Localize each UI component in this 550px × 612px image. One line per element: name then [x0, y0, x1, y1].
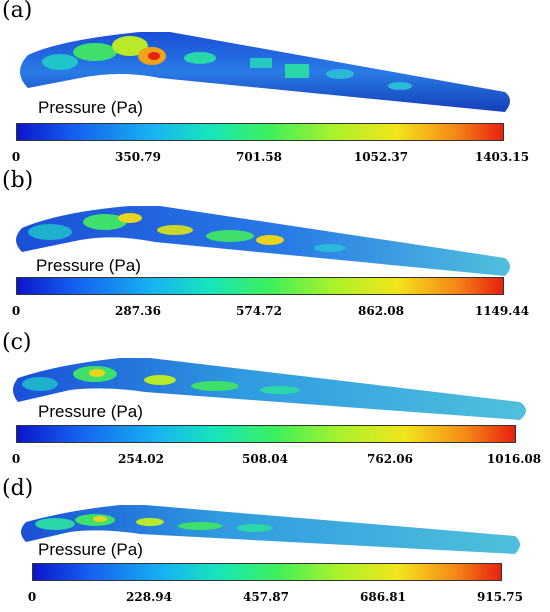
tick-c-1: 254.02 — [118, 452, 164, 466]
hotspots-c — [22, 366, 300, 394]
pipe-contour-d — [21, 505, 520, 554]
tick-b-1: 287.36 — [115, 304, 161, 318]
tick-a-3: 1052.37 — [353, 150, 409, 164]
hotspots-b — [28, 213, 346, 252]
tick-b-4: 1149.44 — [474, 304, 530, 318]
tick-a-1: 350.79 — [115, 150, 161, 164]
tick-a-0: 0 — [11, 150, 21, 164]
tick-b-3: 862.08 — [358, 304, 404, 318]
tick-d-0: 0 — [27, 590, 37, 604]
legend-title-d: Pressure (Pa) — [38, 540, 143, 559]
tick-c-4: 1016.08 — [486, 452, 542, 466]
tick-a-2: 701.58 — [236, 150, 282, 164]
pipe-contour-a — [20, 32, 510, 112]
tick-d-1: 228.94 — [126, 590, 172, 604]
legend-title-b: Pressure (Pa) — [36, 256, 141, 275]
hotspots-d — [35, 514, 273, 532]
hotspots-a — [42, 36, 412, 90]
tick-c-2: 508.04 — [242, 452, 288, 466]
colorbar-c — [16, 425, 516, 443]
tick-c-0: 0 — [11, 452, 21, 466]
colorbar-b — [16, 277, 504, 295]
tick-d-2: 457.87 — [243, 590, 289, 604]
panel-c: (c) Pressure (Pa) 0 254.02 508.04 762.06… — [0, 330, 550, 477]
legend-title-a: Pressure (Pa) — [38, 98, 143, 117]
tick-d-4: 915.75 — [477, 590, 523, 604]
tick-a-4: 1403.15 — [474, 150, 530, 164]
tick-b-2: 574.72 — [236, 304, 282, 318]
panel-d: (d) Pressure (Pa) 0 228.94 457.87 686.81… — [0, 476, 550, 612]
colorbar-a — [16, 123, 504, 141]
panel-d-label: (d) — [2, 476, 34, 501]
pipe-contour-b — [16, 206, 510, 276]
panel-a: (a) Pressure (Pa) 0 — [0, 0, 550, 164]
tick-c-3: 762.06 — [367, 452, 413, 466]
colorbar-d — [32, 563, 502, 581]
panel-b-label: (b) — [2, 168, 34, 193]
pipe-contour-c — [13, 358, 526, 420]
panel-b: (b) Pressure (Pa) 0 287.36 574.72 862. — [0, 168, 550, 320]
legend-title-c: Pressure (Pa) — [38, 402, 143, 421]
panel-a-label: (a) — [2, 0, 33, 23]
panel-c-label: (c) — [2, 330, 32, 355]
tick-d-3: 686.81 — [360, 590, 406, 604]
tick-b-0: 0 — [11, 304, 21, 318]
